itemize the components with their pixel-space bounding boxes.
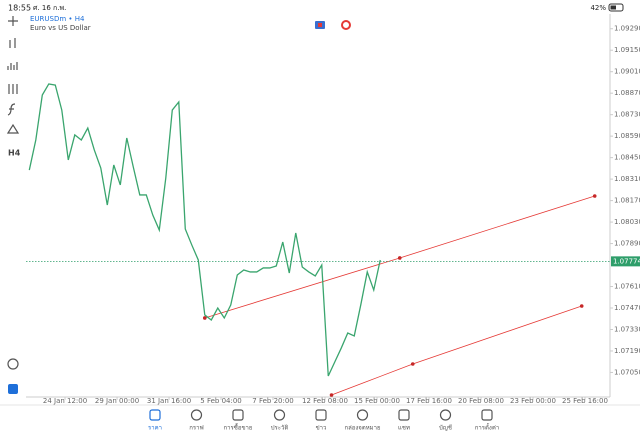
y-tick-label: 1.08870: [614, 89, 640, 97]
trendline: [331, 305, 582, 396]
y-tick-label: 1.09010: [614, 68, 640, 76]
nav-label[interactable]: ประวัติ: [271, 425, 289, 432]
y-tick-label: 1.08450: [614, 154, 640, 162]
y-tick-label: 1.09150: [614, 46, 640, 54]
y-tick-label: 1.07050: [614, 368, 640, 376]
indicators-tool[interactable]: [7, 62, 18, 70]
battery-icon: [608, 3, 624, 12]
status-date: ศ. 16 ก.พ.: [33, 4, 66, 12]
y-tick-label: 1.08310: [614, 175, 640, 183]
x-tick-label: 31 Jan 16:00: [147, 397, 191, 405]
trendline-anchor: [410, 362, 415, 366]
timeframe[interactable]: H4: [8, 149, 21, 158]
y-tick-label: 1.08170: [614, 197, 640, 205]
nav-label[interactable]: บัญชี: [439, 424, 452, 432]
trendline-anchor: [329, 393, 334, 397]
status-battery: 42%: [590, 4, 606, 12]
nav-icon[interactable]: [273, 409, 286, 421]
status-time: 18:55: [8, 4, 31, 13]
trendline-anchor: [592, 194, 597, 198]
chart-subtitle: Euro vs US Dollar: [30, 24, 91, 32]
chart-type-tool[interactable]: [9, 38, 16, 48]
nav-label[interactable]: กล่องจดหมาย: [344, 425, 380, 432]
battery-level: [610, 5, 616, 10]
x-tick-label: 23 Feb 00:00: [510, 397, 556, 405]
nav-icon[interactable]: [149, 409, 161, 421]
trendline-anchor: [397, 256, 402, 260]
price-line: [28, 83, 381, 377]
nav-icon[interactable]: [439, 409, 452, 421]
nav-label[interactable]: ราคา: [148, 425, 162, 432]
y-tick-label: 1.08590: [614, 132, 640, 140]
x-tick-label: 15 Feb 00:00: [354, 397, 400, 405]
nav-label[interactable]: การซื้อขาย: [224, 422, 253, 432]
trendline-anchor: [202, 316, 207, 320]
chart-title: EURUSDm • H4: [30, 15, 85, 23]
nav-icon[interactable]: [398, 409, 410, 421]
left-toolbar: [6, 16, 20, 370]
y-tick-label: 1.07470: [614, 304, 640, 312]
x-tick-label: 25 Feb 16:00: [562, 397, 608, 405]
nav-icon[interactable]: [190, 409, 203, 421]
app-icon[interactable]: [8, 384, 18, 394]
x-tick-label: 7 Feb 20:00: [252, 397, 293, 405]
nav-label[interactable]: แชท: [398, 425, 410, 432]
settings-tool[interactable]: [8, 84, 18, 94]
y-tick-label: 1.07190: [614, 347, 640, 355]
x-tick-label: 12 Feb 08:00: [302, 397, 348, 405]
nav-icon[interactable]: [356, 409, 369, 421]
y-tick-label: 1.07890: [614, 240, 640, 248]
y-tick-label: 1.07610: [614, 283, 640, 291]
nav-label[interactable]: การตั้งค่า: [475, 422, 499, 432]
current-price-label: 1.07774: [613, 257, 640, 265]
nav-icon[interactable]: [315, 409, 327, 421]
flag-icon-inner: [318, 23, 322, 27]
current-price-box: [611, 256, 640, 267]
x-tick-label: 29 Jan 00:00: [95, 397, 139, 405]
nav-label[interactable]: กราฟ: [189, 425, 203, 432]
trendline-anchor: [579, 304, 584, 308]
nav-label[interactable]: ข่าว: [316, 425, 327, 432]
y-tick-label: 1.08730: [614, 111, 640, 119]
zoom-tool[interactable]: [7, 358, 19, 370]
x-tick-label: 17 Feb 16:00: [406, 397, 452, 405]
y-tick-label: 1.09290: [614, 25, 640, 33]
y-tick-label: 1.08030: [614, 218, 640, 226]
trade-icon[interactable]: [341, 20, 351, 30]
y-tick-label: 1.07330: [614, 325, 640, 333]
function-tool[interactable]: [7, 103, 16, 116]
objects-tool[interactable]: [6, 123, 20, 134]
crosshair-tool[interactable]: [8, 16, 18, 26]
x-tick-label: 20 Feb 08:00: [458, 397, 504, 405]
plot-area: [28, 83, 597, 397]
x-tick-label: 24 Jan 12:00: [43, 397, 87, 405]
nav-icon[interactable]: [232, 409, 244, 421]
x-tick-label: 5 Feb 04:00: [200, 397, 241, 405]
nav-icon[interactable]: [481, 409, 493, 421]
